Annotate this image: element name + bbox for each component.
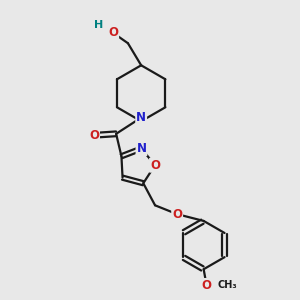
Text: CH₃: CH₃ [218,280,237,290]
Text: O: O [172,208,182,221]
Text: O: O [89,129,99,142]
Text: N: N [136,142,146,155]
Text: N: N [136,111,146,124]
Text: H: H [94,20,104,30]
Text: O: O [150,159,160,172]
Text: O: O [108,26,118,39]
Text: O: O [202,279,212,292]
